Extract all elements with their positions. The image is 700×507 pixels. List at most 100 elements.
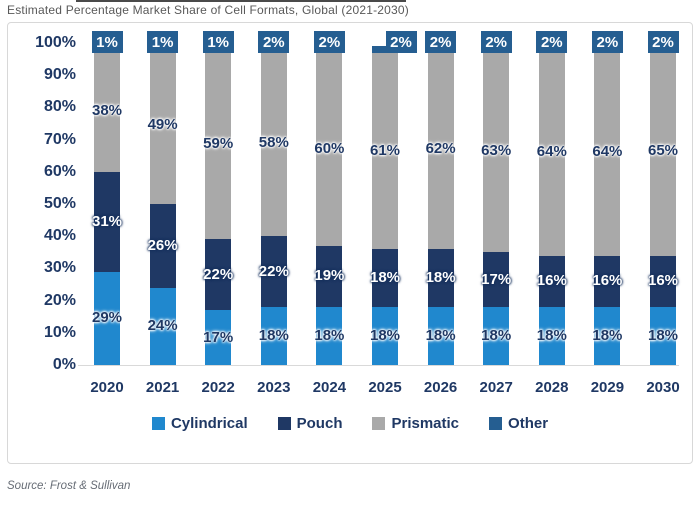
bar-segment-prismatic bbox=[594, 49, 621, 256]
x-axis-category-label: 2027 bbox=[479, 379, 513, 396]
data-label-pouch: 22% bbox=[203, 265, 234, 283]
data-label-cylindrical: 18% bbox=[258, 327, 289, 345]
top-divider-line bbox=[76, 0, 406, 2]
data-label-pouch: 18% bbox=[369, 269, 401, 287]
data-label-other: 2% bbox=[258, 31, 290, 53]
bar-segment-cylindrical bbox=[205, 310, 232, 365]
bar-segment-prismatic bbox=[650, 46, 676, 256]
bar-segment-cylindrical bbox=[260, 307, 287, 365]
legend-item-cylindrical: Cylindrical bbox=[151, 415, 248, 432]
bar-segment-prismatic bbox=[372, 52, 398, 250]
data-label-cylindrical: 29% bbox=[91, 309, 123, 327]
bar-segment-prismatic bbox=[427, 49, 454, 250]
data-label-other: 2% bbox=[480, 31, 512, 53]
plot-area: 0% 10% 20% 30% 40% 50% 60% 70% 80% 90% 100% 29% 31% 3… bbox=[8, 23, 692, 463]
data-label-cylindrical: 18% bbox=[481, 327, 512, 345]
bar-segment-prismatic bbox=[538, 49, 565, 256]
bar-segment-pouch bbox=[94, 171, 120, 272]
legend-item-other: Other bbox=[489, 415, 548, 432]
data-label-other: 1% bbox=[202, 31, 234, 53]
legend-swatch-pouch bbox=[277, 417, 291, 430]
data-label-other: 2% bbox=[536, 31, 568, 53]
data-label-cylindrical: 17% bbox=[203, 328, 234, 346]
data-label-prismatic: 58% bbox=[258, 133, 289, 151]
legend-swatch-prismatic bbox=[372, 417, 386, 430]
bar-segment-pouch bbox=[538, 255, 565, 308]
x-axis-category-label: 2025 bbox=[368, 379, 402, 396]
bar-segment-pouch bbox=[483, 252, 510, 308]
bar-segment-cylindrical bbox=[650, 307, 676, 365]
legend-label: Pouch bbox=[296, 415, 343, 432]
data-label-pouch: 18% bbox=[425, 269, 456, 287]
bar-segment-pouch bbox=[205, 239, 232, 311]
x-axis-category-label: 2022 bbox=[201, 379, 235, 396]
data-label-pouch: 19% bbox=[314, 267, 345, 285]
bar-segment-pouch bbox=[650, 255, 676, 308]
bar-segment-pouch bbox=[260, 236, 287, 308]
x-axis-category-label: 2026 bbox=[423, 379, 458, 396]
bar-segment-cylindrical bbox=[538, 307, 565, 365]
bar-segment-pouch bbox=[316, 245, 343, 308]
legend-item-prismatic: Prismatic bbox=[372, 415, 459, 432]
y-axis-tick-label: 10% bbox=[43, 323, 76, 341]
y-axis-tick-label: 50% bbox=[43, 195, 76, 212]
bar-segment-prismatic bbox=[149, 46, 176, 204]
x-axis-category-label: 2024 bbox=[312, 379, 347, 396]
bar-segment-cylindrical bbox=[94, 271, 120, 365]
bar-segment-prismatic bbox=[483, 49, 510, 253]
bar-segment-cylindrical bbox=[483, 307, 510, 365]
y-axis-tick-label: 70% bbox=[43, 130, 76, 148]
legend-label: Other bbox=[508, 415, 549, 432]
bar-segment-pouch bbox=[149, 204, 176, 288]
bar-segment-prismatic bbox=[94, 49, 120, 172]
data-label-cylindrical: 18% bbox=[369, 327, 401, 345]
chart-frame: 0% 10% 20% 30% 40% 50% 60% 70% 80% 90% 100% 29% 31% 3… bbox=[7, 22, 693, 464]
bar-segment-other bbox=[372, 46, 398, 53]
data-label-pouch: 16% bbox=[536, 272, 567, 290]
bar-segment-prismatic bbox=[260, 49, 287, 237]
bar-segment-cylindrical bbox=[316, 307, 343, 365]
y-axis-tick-label: 100% bbox=[35, 34, 76, 51]
data-label-other: 2% bbox=[425, 31, 457, 53]
data-label-pouch: 16% bbox=[592, 272, 623, 290]
data-label-other: 1% bbox=[91, 31, 123, 53]
bar-segment-pouch bbox=[594, 255, 621, 308]
data-label-prismatic: 38% bbox=[91, 101, 123, 119]
bar-segment-pouch bbox=[372, 249, 398, 308]
y-axis-tick-label: 60% bbox=[43, 162, 76, 180]
bar-segment-cylindrical bbox=[594, 307, 621, 365]
bar-segment-prismatic bbox=[205, 49, 232, 240]
data-label-cylindrical: 18% bbox=[314, 327, 345, 345]
legend-swatch-other bbox=[489, 417, 503, 430]
legend-item-pouch: Pouch bbox=[277, 415, 343, 432]
bar-segment-prismatic bbox=[316, 52, 343, 246]
x-axis-category-label: 2020 bbox=[90, 379, 124, 396]
legend-label: Prismatic bbox=[391, 415, 460, 432]
data-label-pouch: 26% bbox=[147, 236, 178, 254]
data-label-prismatic: 49% bbox=[147, 116, 178, 134]
data-label-pouch: 31% bbox=[91, 212, 123, 230]
legend-swatch-cylindrical bbox=[151, 417, 165, 430]
data-label-other: 1% bbox=[147, 31, 179, 53]
bar-segment-cylindrical bbox=[372, 307, 398, 365]
bar-segment-cylindrical bbox=[427, 307, 454, 365]
bar-segment-cylindrical bbox=[149, 287, 176, 365]
y-axis-tick-label: 0% bbox=[52, 356, 76, 373]
x-axis-category-label: 2030 bbox=[646, 379, 680, 396]
y-axis-tick-label: 90% bbox=[43, 66, 76, 84]
data-label-pouch: 16% bbox=[647, 272, 679, 290]
data-label-other: 2% bbox=[313, 31, 345, 53]
legend-label: Cylindrical bbox=[170, 415, 248, 432]
data-label-other: 2% bbox=[385, 31, 417, 53]
data-label-prismatic: 63% bbox=[481, 141, 512, 159]
y-axis-tick-label: 80% bbox=[43, 98, 76, 116]
data-label-cylindrical: 18% bbox=[647, 327, 679, 345]
data-label-pouch: 17% bbox=[481, 270, 512, 288]
data-label-prismatic: 64% bbox=[536, 143, 567, 161]
y-axis-tick-label: 40% bbox=[43, 227, 76, 245]
x-axis-category-label: 2023 bbox=[257, 379, 291, 396]
data-label-cylindrical: 18% bbox=[425, 327, 456, 345]
data-label-cylindrical: 24% bbox=[147, 317, 178, 335]
data-label-prismatic: 61% bbox=[369, 141, 401, 159]
y-axis-tick-label: 20% bbox=[43, 291, 76, 309]
